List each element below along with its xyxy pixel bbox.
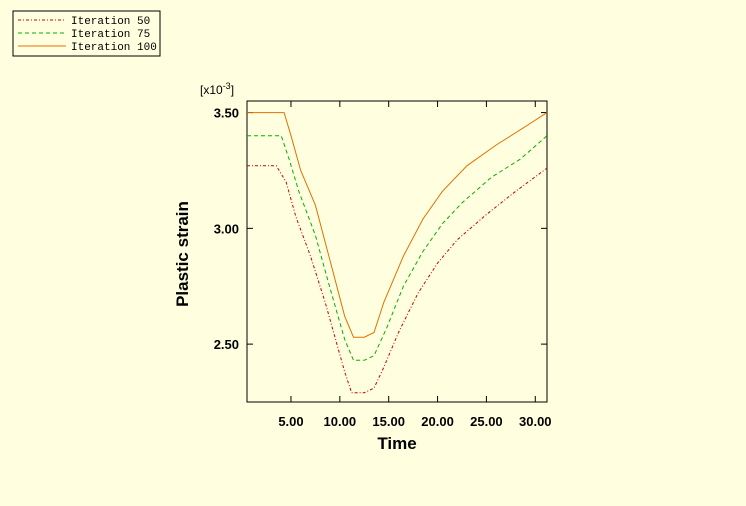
y-tick-label: 3.50 xyxy=(214,106,239,121)
x-tick-label: 25.00 xyxy=(470,414,503,429)
legend-label-2: Iteration 100 xyxy=(71,42,157,54)
legend-label-1: Iteration 75 xyxy=(71,29,150,41)
legend-box xyxy=(12,10,161,57)
x-tick-label: 20.00 xyxy=(421,414,454,429)
y-tick-label: 2.50 xyxy=(214,337,239,352)
x-axis-title: Time xyxy=(377,434,416,453)
series-line-2 xyxy=(247,112,548,338)
x-tick-label: 30.00 xyxy=(519,414,552,429)
legend-label-0: Iteration 50 xyxy=(71,16,150,28)
x-tick-label: 5.00 xyxy=(278,414,303,429)
series-layer xyxy=(247,112,548,394)
y-exponent-label: [x10-3] xyxy=(200,81,234,97)
x-tick-label: 10.00 xyxy=(324,414,357,429)
series-line-1 xyxy=(247,135,548,361)
legend: Iteration 50 Iteration 75 Iteration 100 xyxy=(12,10,161,57)
y-axis-title: Plastic strain xyxy=(173,201,192,307)
axis-ticks: 5.00 10.00 15.00 20.00 25.00 30.00 2.50 3.00 3.5… xyxy=(214,101,552,429)
series-line-0 xyxy=(247,165,548,394)
plot-frame xyxy=(246,100,548,403)
x-tick-label: 15.00 xyxy=(372,414,405,429)
y-tick-label: 3.00 xyxy=(214,221,239,236)
